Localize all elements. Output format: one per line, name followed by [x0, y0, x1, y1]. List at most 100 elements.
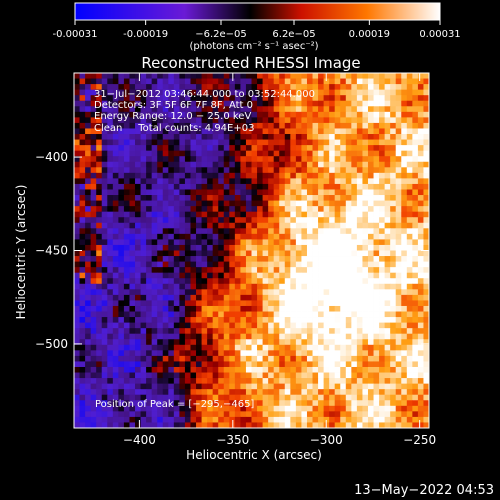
heatmap-cell [273, 106, 280, 113]
heatmap-cell [373, 128, 380, 135]
heatmap-cell [135, 156, 141, 163]
heatmap-cell [334, 134, 341, 140]
heatmap-cell [351, 372, 358, 379]
heatmap-cell [395, 228, 402, 235]
heatmap-cell [390, 339, 397, 346]
x-tick-label: −350 [216, 433, 249, 447]
heatmap-cell [157, 95, 164, 102]
heatmap-cell [262, 84, 269, 91]
heatmap-cell [340, 128, 347, 135]
peak-position-label: Position of Peak = [−295,−465] [95, 399, 254, 410]
heatmap-cell [140, 89, 147, 96]
heatmap-cell [345, 300, 352, 307]
heatmap-cell [401, 400, 408, 407]
heatmap-cell [245, 117, 252, 124]
heatmap-cell [406, 134, 413, 140]
heatmap-cell [306, 100, 313, 107]
heatmap-cell [251, 244, 258, 251]
heatmap-cell [101, 167, 108, 174]
heatmap-cell [123, 84, 130, 91]
heatmap-cell [340, 361, 347, 368]
heatmap-cell [290, 89, 297, 96]
heatmap-cell [351, 339, 358, 346]
heatmap-cell [207, 311, 214, 318]
heatmap-cell [135, 394, 141, 401]
heatmap-cell [412, 366, 419, 373]
heatmap-cell [306, 344, 313, 351]
heatmap-cell [262, 344, 269, 351]
heatmap-cell [373, 145, 380, 152]
heatmap-cell [179, 228, 186, 235]
heatmap-cell [306, 383, 313, 390]
heatmap-cell [140, 355, 147, 362]
heatmap-cell [101, 156, 108, 163]
heatmap-cell [74, 117, 80, 124]
heatmap-cell [251, 267, 258, 274]
heatmap-cell [135, 322, 141, 329]
heatmap-cell [79, 200, 86, 207]
heatmap-cell [268, 305, 275, 312]
heatmap-cell [334, 244, 341, 251]
heatmap-cell [367, 355, 374, 362]
heatmap-cell [379, 350, 386, 357]
heatmap-cell [107, 122, 114, 129]
heatmap-cell [373, 422, 380, 428]
heatmap-cell [401, 111, 408, 118]
heatmap-cell [207, 217, 214, 224]
heatmap-cell [168, 372, 175, 379]
heatmap-cell [279, 267, 286, 274]
heatmap-cell [162, 355, 169, 362]
heatmap-cell [190, 372, 197, 379]
heatmap-cell [96, 394, 103, 401]
heatmap-cell [318, 195, 325, 201]
heatmap-cell [251, 383, 258, 390]
heatmap-cell [107, 89, 114, 96]
heatmap-cell [268, 355, 275, 362]
heatmap-cell [179, 156, 186, 163]
heatmap-cell [345, 206, 352, 213]
heatmap-cell [79, 161, 86, 168]
heatmap-cell [107, 222, 114, 229]
heatmap-cell [190, 416, 197, 423]
heatmap-cell [85, 389, 92, 396]
heatmap-cell [362, 244, 369, 251]
heatmap-cell [184, 211, 191, 218]
heatmap-cell [301, 195, 308, 201]
heatmap-cell [379, 156, 386, 163]
heatmap-cell [273, 95, 280, 102]
heatmap-cell [162, 128, 169, 135]
heatmap-cell [356, 355, 363, 362]
heatmap-cell [423, 211, 429, 218]
heatmap-cell [135, 172, 141, 179]
heatmap-cell [162, 294, 169, 301]
heatmap-cell [173, 239, 180, 246]
heatmap-cell [351, 89, 358, 96]
heatmap-cell [251, 161, 258, 168]
heatmap-cell [79, 411, 86, 418]
heatmap-cell [196, 256, 202, 262]
heatmap-cell [223, 411, 230, 418]
heatmap-cell [340, 350, 347, 357]
heatmap-cell [334, 117, 341, 124]
heatmap-cell [301, 289, 308, 296]
heatmap-cell [395, 350, 402, 357]
heatmap-cell [173, 206, 180, 213]
heatmap-cell [123, 328, 130, 335]
heatmap-cell [245, 322, 252, 329]
heatmap-cell [184, 250, 191, 257]
heatmap-cell [367, 128, 374, 135]
heatmap-cell [273, 195, 280, 201]
heatmap-cell [279, 361, 286, 368]
heatmap-cell [279, 411, 286, 418]
heatmap-cell [412, 228, 419, 235]
heatmap-cell [201, 405, 208, 412]
heatmap-cell [212, 73, 219, 79]
heatmap-cell [74, 372, 80, 379]
heatmap-cell [251, 111, 258, 118]
heatmap-cell [373, 289, 380, 296]
heatmap-cell [401, 317, 408, 324]
heatmap-cell [401, 200, 408, 207]
heatmap-cell [184, 322, 191, 329]
heatmap-cell [423, 244, 429, 251]
heatmap-cell [168, 100, 175, 107]
